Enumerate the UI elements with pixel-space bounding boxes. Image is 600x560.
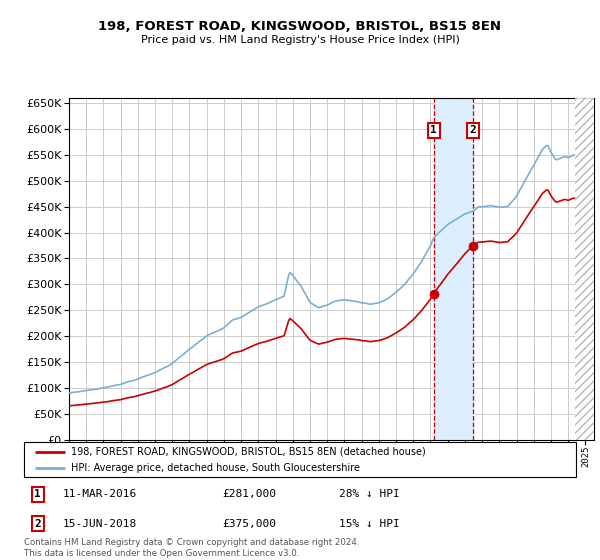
Bar [575, 98, 594, 440]
Text: £281,000: £281,000 [223, 489, 277, 500]
Text: 1: 1 [34, 489, 41, 500]
Text: Price paid vs. HM Land Registry's House Price Index (HPI): Price paid vs. HM Land Registry's House … [140, 35, 460, 45]
Text: 15% ↓ HPI: 15% ↓ HPI [338, 519, 400, 529]
Text: 11-MAR-2016: 11-MAR-2016 [62, 489, 137, 500]
Bar [434, 98, 473, 440]
Text: 2: 2 [34, 519, 41, 529]
Text: Contains HM Land Registry data © Crown copyright and database right 2024.
This d: Contains HM Land Registry data © Crown c… [24, 538, 359, 558]
Text: 198, FOREST ROAD, KINGSWOOD, BRISTOL, BS15 8EN (detached house): 198, FOREST ROAD, KINGSWOOD, BRISTOL, BS… [71, 447, 425, 457]
Text: £375,000: £375,000 [223, 519, 277, 529]
Text: 198, FOREST ROAD, KINGSWOOD, BRISTOL, BS15 8EN: 198, FOREST ROAD, KINGSWOOD, BRISTOL, BS… [98, 20, 502, 32]
Text: HPI: Average price, detached house, South Gloucestershire: HPI: Average price, detached house, Sout… [71, 463, 360, 473]
Text: 2: 2 [469, 125, 476, 136]
FancyBboxPatch shape [24, 442, 576, 477]
Text: 1: 1 [430, 125, 437, 136]
Text: 15-JUN-2018: 15-JUN-2018 [62, 519, 137, 529]
Text: 28% ↓ HPI: 28% ↓ HPI [338, 489, 400, 500]
